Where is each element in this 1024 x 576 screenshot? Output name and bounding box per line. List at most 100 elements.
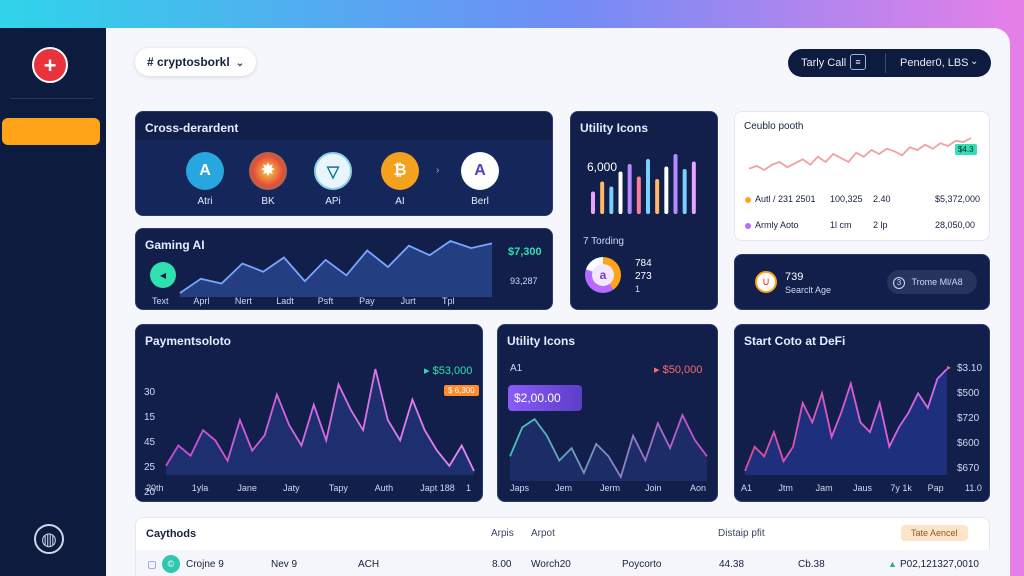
play-icon[interactable]: ◂ [150, 262, 176, 288]
coin-item[interactable]: A Berl [458, 152, 502, 207]
x-tick-label: Japt 188 [420, 483, 455, 493]
x-tick-label: 7y 1k [890, 483, 912, 493]
transactions-table: Caythods Arpis Arpot Distaip pfit Tate A… [135, 517, 991, 576]
y-tick-label: $3.10 [957, 363, 983, 374]
x-tick-label: Pay [359, 296, 375, 306]
row-v1: 44.38 [719, 559, 745, 570]
coin-icon: A [186, 152, 224, 190]
growth-row-c: 28,050,00 [935, 220, 976, 230]
y-tick-label: 25 [144, 462, 156, 473]
coin-label: Berl [471, 196, 489, 207]
utility-bars-card: Utility Icons 6,000 7 Tording a 784 273 … [570, 111, 718, 310]
bar [618, 171, 623, 214]
card-title: Utility Icons [580, 121, 649, 135]
logo-icon[interactable]: + [32, 47, 68, 83]
growth-row-b: 2.40 [873, 194, 891, 204]
bar-dot [692, 212, 696, 214]
bar-dot [637, 212, 641, 214]
bar-dot [619, 212, 622, 214]
highlight-badge: $2,00.00 [508, 385, 582, 411]
bar-dot [628, 212, 631, 214]
sidebar-item-active[interactable] [2, 118, 100, 145]
x-tick-label: Jam [815, 483, 833, 493]
coin-label: BK [261, 196, 275, 207]
x-tick-label: Nert [234, 296, 252, 306]
x-tick-label: Auth [374, 483, 394, 493]
tording-label: 7 Tording [583, 236, 624, 247]
gaming-chart [179, 240, 493, 297]
utility-series-area [510, 415, 707, 481]
growth-card: Ceublo pooth $4.3 Autl / 231 2501 100,325… [734, 111, 990, 241]
x-tick-label: Psft [317, 296, 334, 306]
topbar-controls: Tarly Call ≡ Pender0, LBS ⌄ [788, 49, 991, 77]
bar [627, 164, 632, 214]
separator [885, 53, 886, 73]
coin-item[interactable]: ✸ BK [246, 152, 290, 207]
trome-button[interactable]: 3 Trome Ml/A8 [887, 270, 977, 294]
gaming-series-line [179, 240, 493, 294]
bar [655, 179, 660, 214]
row-checkbox[interactable] [148, 561, 156, 569]
globe-icon[interactable]: ◍ [34, 524, 64, 554]
growth-badge: $4.3 [955, 144, 977, 155]
utility-series-line [509, 412, 708, 480]
growth-row-c: $5,372,000 [935, 194, 981, 204]
call-button[interactable]: Tarly Call [801, 57, 847, 69]
status-tag[interactable]: Tate Aencel [901, 525, 968, 541]
payments-series-area [166, 369, 474, 475]
table-header: Distaip pfit [718, 528, 765, 539]
payments-card: Paymentsoloto ▸ $53,000 $ 6,300 30 15 45 25… [135, 324, 483, 502]
growth-row-a: 1l cm [830, 220, 852, 230]
defi-series-line [744, 368, 948, 472]
trend-up-icon: ▲ [888, 559, 897, 569]
coin-row: A Atri ✸ BK ▽ APi ₿ AI › A Berl [136, 140, 552, 215]
coin-icon: ✸ [249, 152, 287, 190]
coin-item[interactable]: ₿ AI [378, 152, 422, 207]
growth-row-name: Autl / 231 2501 [745, 194, 816, 204]
channel-label: # cryptosborkl [147, 55, 230, 69]
y-tick-label: $720 [957, 413, 980, 424]
row-ref: Worch20 [531, 559, 571, 570]
x-tick-label: Jane [237, 483, 257, 493]
coin-label: Atri [197, 196, 213, 207]
row-total: P02,121327,0010 [900, 559, 979, 570]
x-tick-label: Jurt [400, 296, 416, 306]
row-dest: Poycorto [622, 559, 662, 570]
chevron-down-icon: ⌄ [235, 58, 245, 69]
table-row[interactable] [136, 550, 991, 576]
y-tick-label: $500 [957, 388, 980, 399]
x-tick-label: Jerm [600, 483, 620, 493]
x-tick-label: Tpl [442, 296, 455, 306]
bar-chart [591, 154, 696, 214]
x-tick-label: Ladt [276, 296, 294, 306]
defi-series-area [745, 369, 947, 475]
utility-line-card: Utility Icons A1 ▸ $50,000 $2,00.00 Japs… [497, 324, 718, 502]
filter-icon[interactable]: ≡ [850, 54, 866, 70]
x-tick-label: Aprl [193, 296, 210, 306]
utility-value-text: $50,000 [662, 364, 703, 376]
bar-dot [655, 212, 659, 214]
card-title: Utility Icons [507, 334, 576, 348]
chevron-right-icon[interactable]: › [436, 165, 440, 176]
y-tick-label: 20 [144, 487, 156, 498]
growth-row-a: 100,325 [830, 194, 863, 204]
sidebar: + ◍ [0, 28, 106, 576]
coin-item[interactable]: ▽ APi [311, 152, 355, 207]
channel-select[interactable]: # cryptosborkl ⌄ [135, 48, 257, 76]
chevron-down-icon[interactable]: ⌄ [970, 56, 979, 67]
sidebar-divider [10, 98, 94, 99]
card-title: Gaming AI [145, 238, 205, 252]
x-tick-label: Jtm [778, 483, 793, 493]
bar [682, 169, 687, 214]
row-name: Crojne 9 [186, 559, 224, 570]
growth-row-b: 2 lp [873, 220, 888, 230]
avatar: © [162, 555, 180, 573]
utility-value: 6,000 [587, 160, 618, 174]
account-select[interactable]: Pender0, LBS [900, 57, 969, 69]
bar-dot [646, 212, 650, 214]
payments-value-text: $53,000 [432, 365, 473, 377]
bar [673, 154, 678, 214]
coin-item[interactable]: A Atri [183, 152, 227, 207]
legend-dot [745, 222, 751, 229]
x-tick-label: Tapy [328, 483, 348, 493]
